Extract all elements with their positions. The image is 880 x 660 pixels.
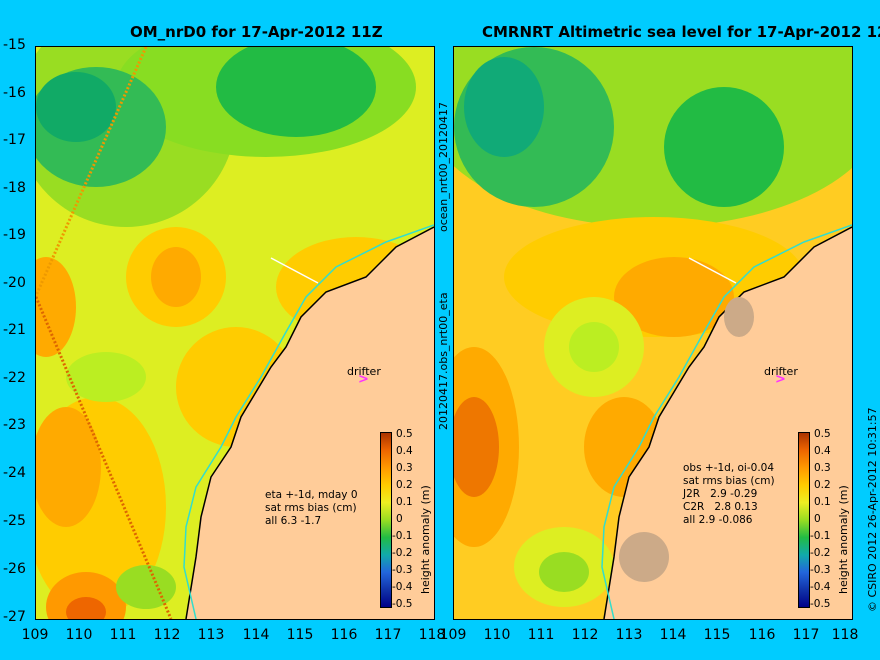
colorbar-tick: 0.4 [814,445,831,457]
colorbar-tick: 0.5 [396,428,413,440]
y-tick: -21 [3,322,26,338]
colorbar-tick: -0.2 [392,547,413,559]
y-tick: -16 [3,85,26,101]
colorbar-tick: -0.3 [810,564,831,576]
colorbar-tick: 0.1 [814,496,831,508]
side-label-top: ocean_nrt00_20120417 [437,101,450,232]
y-tick: -24 [3,465,26,481]
y-tick: -18 [3,180,26,196]
x-tick: 112 [571,627,599,643]
colorbar-tick: 0.3 [814,462,831,474]
x-tick: 111 [527,627,555,643]
right-annotation: obs +-1d, oi-0.04 sat rms bias (cm) J2R … [683,462,775,526]
colorbar-tick: -0.2 [810,547,831,559]
y-tick: -25 [3,513,26,529]
x-tick: 109 [439,627,467,643]
x-tick: 116 [748,627,776,643]
left-colorbar-label: height anomaly (m) [419,485,432,594]
right-colorbar-label: height anomaly (m) [837,485,850,594]
colorbar-tick: -0.4 [810,581,831,593]
colorbar-tick: -0.4 [392,581,413,593]
left-panel-title: OM_nrD0 for 17-Apr-2012 11Z [130,23,383,41]
colorbar-tick: 0.2 [396,479,413,491]
y-tick: -15 [3,37,26,53]
left-map-panel [35,46,435,620]
left-annotation: eta +-1d, mday 0 sat rms bias (cm) all 6… [265,489,358,527]
colorbar-tick: 0 [396,513,403,525]
right-colorbar [798,432,810,608]
side-label-bottom: 20120417.obs_nrt00_eta [437,292,450,430]
colorbar-tick: -0.1 [392,530,413,542]
y-tick: -17 [3,132,26,148]
colorbar-tick: -0.5 [810,598,831,610]
x-tick: 110 [65,627,93,643]
colorbar-tick: -0.1 [810,530,831,542]
x-tick: 113 [615,627,643,643]
x-tick: 115 [286,627,314,643]
colorbar-tick: 0.1 [396,496,413,508]
x-tick: 114 [659,627,687,643]
x-tick: 116 [330,627,358,643]
copyright-label: © CSIRO 2012 26-Apr-2012 10:31:57 [866,407,879,612]
x-tick: 109 [21,627,49,643]
left-drifter-arrow-icon: > [358,372,369,387]
left-drifter-label: drifter [347,365,381,378]
left-colorbar [380,432,392,608]
x-tick: 115 [703,627,731,643]
x-tick: 114 [242,627,270,643]
right-map-panel [453,46,853,620]
x-tick: 117 [374,627,402,643]
colorbar-tick: 0.3 [396,462,413,474]
x-tick: 112 [153,627,181,643]
colorbar-tick: 0.2 [814,479,831,491]
right-drifter-arrow-icon: > [775,372,786,387]
right-panel-title: CMRNRT Altimetric sea level for 17-Apr-2… [482,23,880,41]
colorbar-tick: -0.5 [392,598,413,610]
x-tick: 117 [792,627,820,643]
x-tick: 111 [109,627,137,643]
right-drifter-label: drifter [764,365,798,378]
y-tick: -19 [3,227,26,243]
x-tick: 110 [483,627,511,643]
y-tick: -22 [3,370,26,386]
y-tick: -23 [3,417,26,433]
x-tick: 118 [418,627,446,643]
colorbar-tick: 0.5 [814,428,831,440]
y-tick: -20 [3,275,26,291]
colorbar-tick: 0.4 [396,445,413,457]
colorbar-tick: -0.3 [392,564,413,576]
x-tick: 118 [831,627,859,643]
y-tick: -26 [3,561,26,577]
x-tick: 113 [197,627,225,643]
colorbar-tick: 0 [814,513,821,525]
y-tick: -27 [3,609,26,625]
